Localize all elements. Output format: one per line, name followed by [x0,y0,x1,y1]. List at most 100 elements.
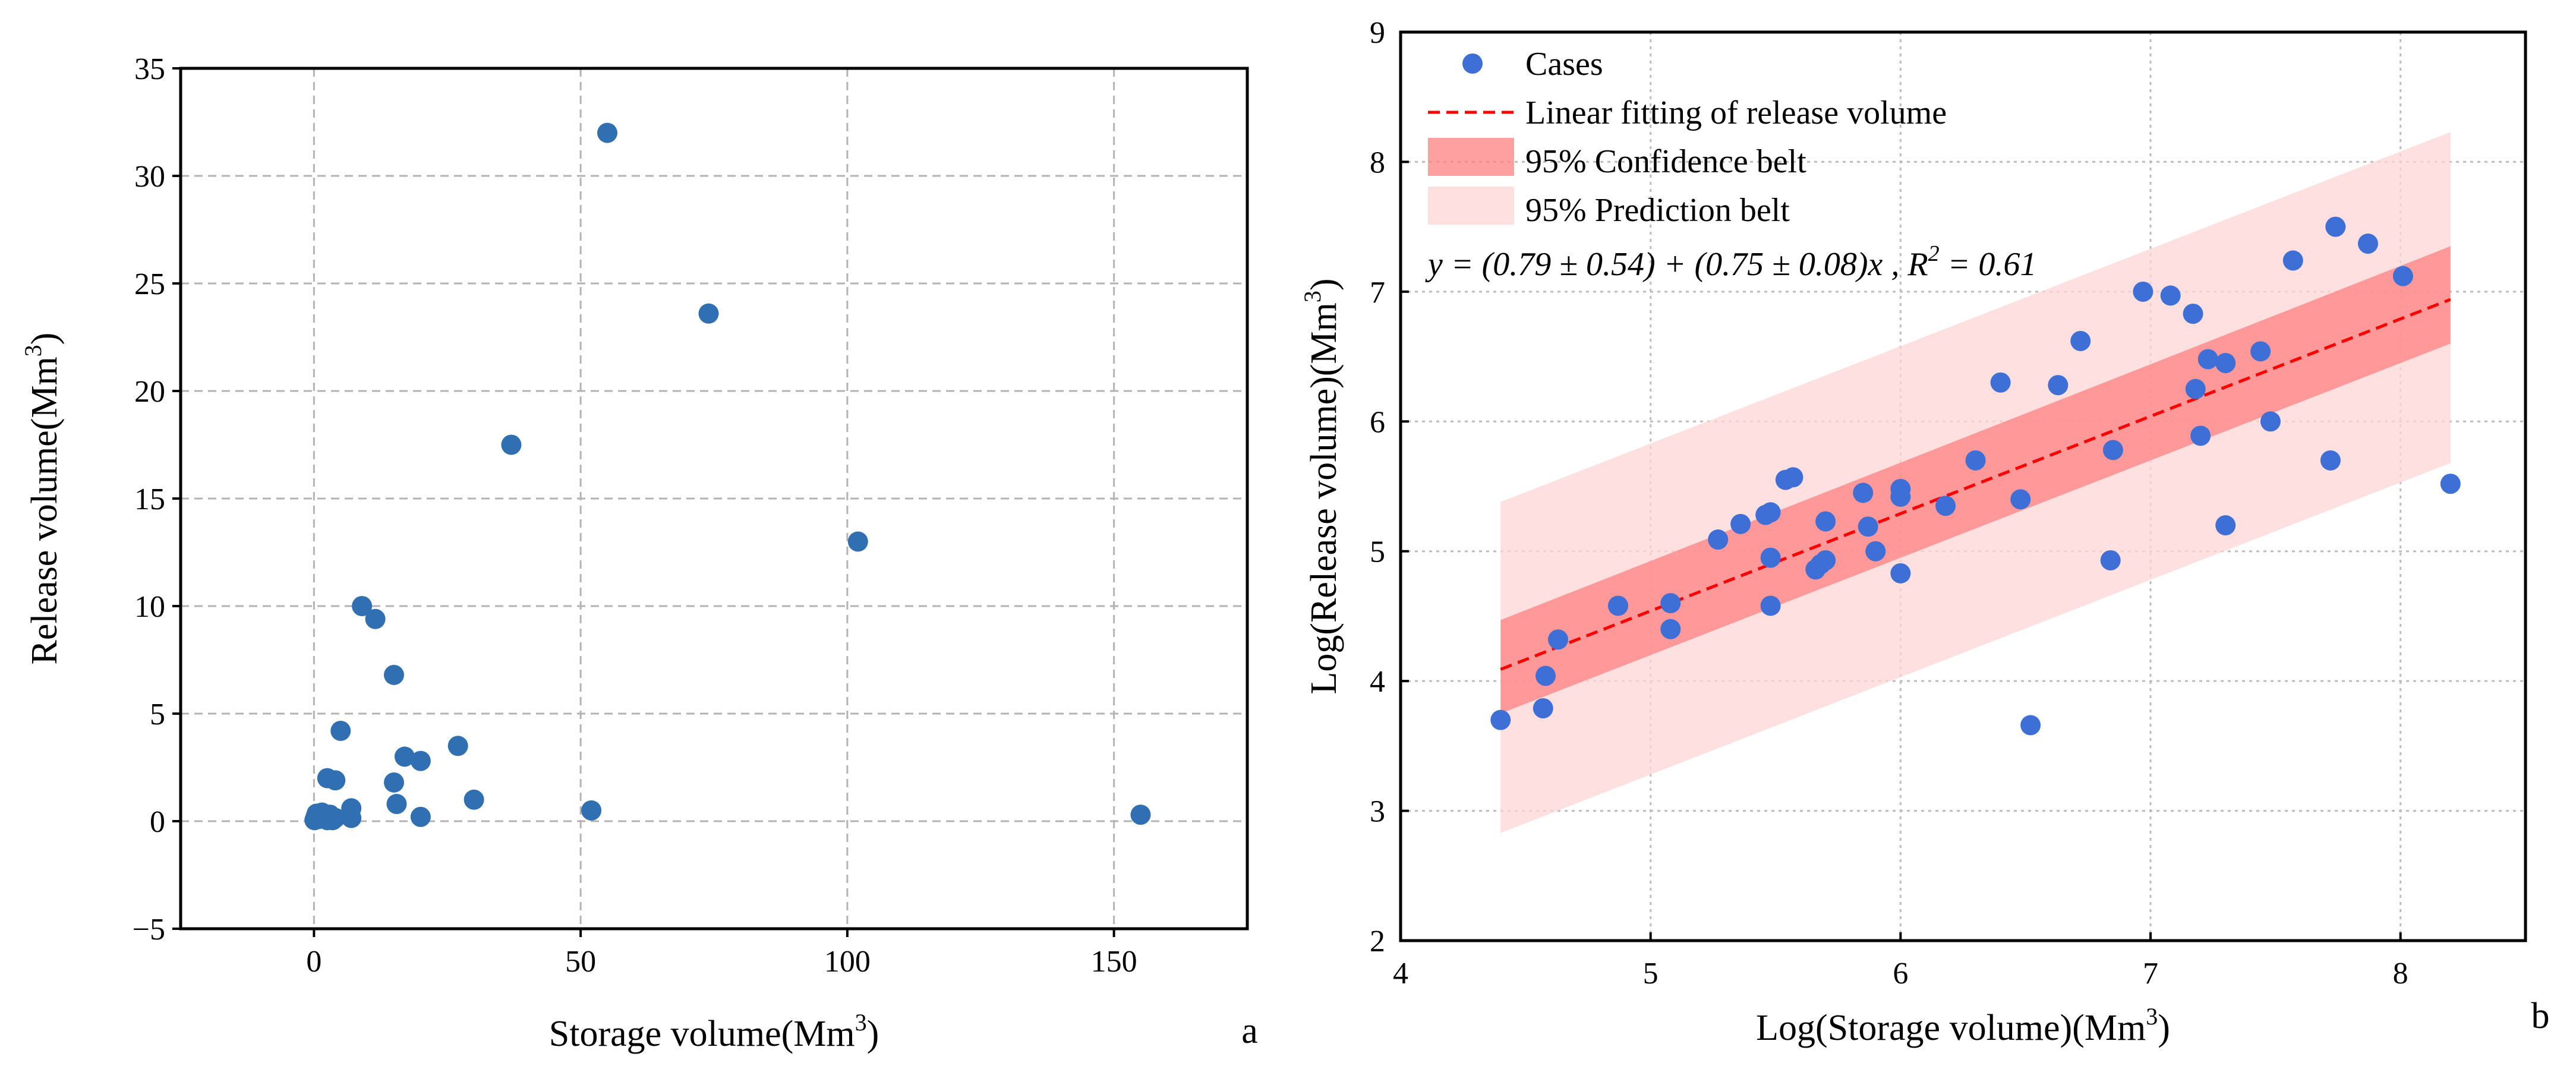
panel-b-data-point [2100,550,2121,571]
regression-plot-log-storage-vs-log-release: 4 5 6 7 8 2 3 4 5 6 7 8 9 Cases Linear fitting of re… [1299,16,2550,1048]
panel-b-data-point [1760,595,1781,616]
panel-b-data-point [2440,474,2461,494]
panel-b-data-point [2357,234,2378,254]
panel-a-x-tick-label: 0 [306,945,321,979]
panel-b-data-point [2392,266,2413,286]
panel-b-data-point [2010,489,2031,510]
panel-a-data-point [325,808,346,828]
panel-a-y-tick-label: 15 [134,482,165,516]
legend-confidence-label: 95% Confidence belt [1525,143,1806,180]
panel-a-axes-frame [179,67,1249,931]
panel-a-data-point [394,746,415,767]
linear-fit-line [1500,298,2451,671]
panel-b-x-tick-label: 7 [2143,957,2158,991]
panel-a-y-tick-label: 0 [150,805,165,839]
panel-b-x-axis-label: Log(Storage volume)(Mm3) [1756,1003,2170,1048]
panel-b-y-tick-label: 5 [1370,535,1385,569]
panel-a-y-tick-label: 5 [150,698,165,731]
panel-b-data-point [1815,550,1836,571]
legend-fit-label: Linear fitting of release volume [1525,94,1947,131]
panel-b-data-point [2048,375,2069,396]
legend-prediction-label: 95% Prediction belt [1525,192,1790,229]
panel-b-data-point [1708,529,1729,550]
panel-a-x-tick-label: 100 [824,945,871,979]
panel-a-data-point [330,720,351,741]
panel-b-data-point [2250,341,2271,362]
panel-b-y-tick-label: 2 [1370,925,1385,958]
regression-equation: y = (0.79 ± 0.54) + (0.75 ± 0.08)x , R2 … [1425,241,2036,283]
panel-a-data-point [325,770,346,791]
legend-cases-label: Cases [1525,46,1603,83]
panel-a-y-tick-label: 20 [134,375,165,409]
panel-a-data-point [1130,805,1151,825]
panel-b-data-point [2260,411,2281,432]
panel-a-x-tick-label: 150 [1091,945,1137,979]
panel-b-data-point [1815,511,1836,532]
panel-b-axes-frame [1399,30,2527,942]
panel-b-data-point [2133,281,2154,302]
panel-b-data-point [1660,619,1681,639]
panel-a-tick-labels: 0 50 100 150 −5 0 5 10 15 20 25 30 35 [133,52,1137,979]
panel-a-y-tick-label: 10 [134,590,165,624]
panel-b-data-point [2215,352,2236,373]
panel-a-letter: a [1241,1011,1258,1051]
panel-b-data-point [2183,303,2203,324]
panel-b-data-point [1858,516,1878,537]
legend-confidence-swatch [1428,138,1514,176]
panel-b-data-point [2325,216,2346,237]
panel-a-data-point [410,750,431,771]
panel-b-y-axis-label: Log(Release volume)(Mm3) [1299,278,1344,694]
panel-b-data-point [1890,563,1911,584]
panel-a-data-point [447,736,468,756]
panel-a-data-point [847,531,868,552]
scatter-plot-storage-vs-release: 0 50 100 150 −5 0 5 10 15 20 25 30 35 Storage volume… [20,52,1258,1054]
panel-a-y-tick-label: 35 [134,52,165,86]
panel-a-data-point [365,608,386,629]
panel-b-data-point [2197,349,2218,370]
panel-b-data-point [1890,478,1911,499]
panel-a-points [304,122,1151,831]
panel-b-data-point [1535,666,1556,686]
panel-a-data-point [501,434,522,455]
panel-b-x-tick-label: 6 [1893,957,1908,991]
panel-b-data-point [1853,482,1874,503]
panel-a-data-point [341,808,362,828]
panel-b-y-tick-label: 8 [1370,146,1385,179]
panel-b-data-point [2020,715,2041,736]
panel-a-y-tick-label: 30 [134,160,165,194]
panel-a-data-point [464,789,484,810]
panel-b-tick-labels: 4 5 6 7 8 2 3 4 5 6 7 8 9 [1370,16,2408,991]
panel-a-data-point [698,303,719,324]
panel-b-y-tick-label: 9 [1370,16,1385,50]
legend-prediction-swatch [1428,187,1514,225]
panel-b-letter: b [2531,996,2550,1036]
panel-b-data-point [1660,593,1681,614]
panel-b-x-tick-label: 5 [1643,957,1659,991]
panel-b-data-point [2190,425,2211,446]
panel-b-y-tick-label: 6 [1370,405,1385,439]
panel-a-x-axis-label: Storage volume(Mm3) [549,1009,879,1054]
panel-a-data-point [581,800,602,821]
panel-b-data-point [1935,496,1956,516]
panel-b-y-tick-label: 3 [1370,795,1385,829]
panel-b-data-point [1760,547,1781,568]
panel-b-points [1490,216,2461,736]
panel-b-data-point [1730,513,1751,534]
panel-b-data-point [2185,379,2206,399]
panel-a-y-axis-label: Release volume(Mm3) [20,333,65,665]
panel-b-data-point [2282,250,2303,271]
panel-b-data-point [1865,541,1886,562]
panel-b-x-tick-label: 8 [2393,957,2408,991]
panel-b-data-point [1965,450,1986,471]
panel-b-x-tick-label: 4 [1393,957,1408,991]
panel-a-data-point [410,806,431,827]
legend-cases-marker [1462,53,1483,74]
panel-b-data-point [1990,372,2011,393]
panel-a-data-point [384,664,404,685]
panel-b-y-tick-label: 4 [1370,665,1385,699]
panel-b-data-point [2215,515,2236,536]
panel-b-data-point [1548,629,1569,650]
panel-b-data-point [2070,330,2091,351]
panel-b-data-point [2102,440,2123,461]
panel-b-data-point [1490,709,1511,730]
